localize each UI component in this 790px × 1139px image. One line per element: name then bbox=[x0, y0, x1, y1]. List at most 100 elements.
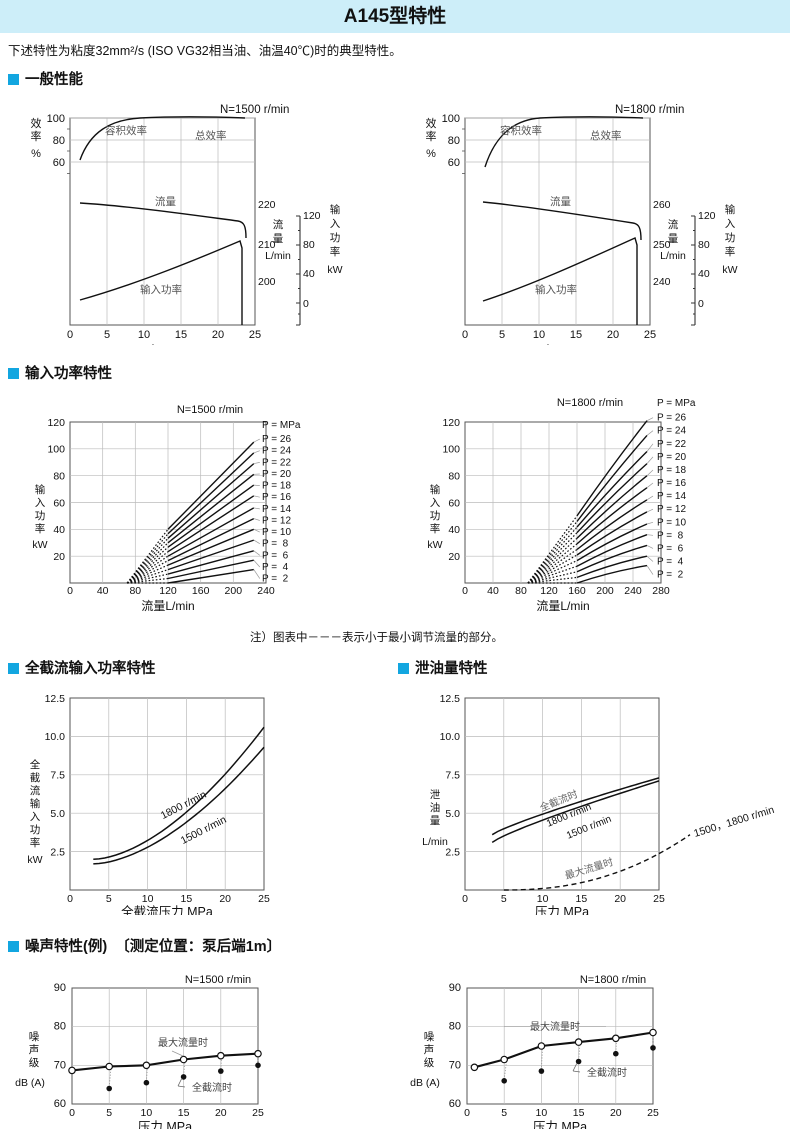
svg-text:功: 功 bbox=[30, 824, 41, 836]
svg-text:P = 20: P = 20 bbox=[657, 452, 686, 463]
svg-text:5.0: 5.0 bbox=[50, 808, 65, 820]
svg-text:N=1800 r/min: N=1800 r/min bbox=[615, 104, 684, 116]
svg-text:25: 25 bbox=[258, 893, 270, 905]
svg-text:P = 6: P = 6 bbox=[262, 550, 289, 561]
svg-text:输: 输 bbox=[430, 483, 441, 496]
svg-text:流量: 流量 bbox=[550, 195, 571, 208]
svg-text:N=1800 r/min: N=1800 r/min bbox=[557, 397, 623, 409]
svg-text:输: 输 bbox=[35, 483, 46, 496]
svg-text:0: 0 bbox=[67, 893, 73, 905]
svg-text:P = 2: P = 2 bbox=[262, 574, 289, 585]
svg-text:率: 率 bbox=[35, 522, 46, 535]
svg-text:100: 100 bbox=[442, 444, 460, 456]
svg-text:1800 r/min: 1800 r/min bbox=[159, 789, 209, 822]
svg-text:流: 流 bbox=[273, 218, 284, 231]
svg-text:P = MPa: P = MPa bbox=[657, 398, 696, 409]
svg-text:25: 25 bbox=[653, 893, 665, 905]
svg-text:率: 率 bbox=[725, 245, 736, 258]
svg-text:率: 率 bbox=[30, 836, 41, 849]
svg-text:率: 率 bbox=[426, 129, 437, 143]
svg-text:80: 80 bbox=[698, 239, 710, 251]
svg-text:P = 24: P = 24 bbox=[262, 446, 291, 457]
svg-text:功: 功 bbox=[725, 232, 736, 244]
svg-text:20: 20 bbox=[215, 1107, 227, 1119]
svg-text:P = 14: P = 14 bbox=[262, 504, 291, 515]
svg-text:20: 20 bbox=[448, 551, 460, 563]
svg-text:20: 20 bbox=[610, 1107, 622, 1119]
svg-text:25: 25 bbox=[249, 329, 261, 341]
svg-text:P = 24: P = 24 bbox=[657, 426, 686, 437]
svg-text:120: 120 bbox=[698, 210, 716, 222]
svg-text:总效率: 总效率 bbox=[590, 129, 622, 142]
svg-text:2.5: 2.5 bbox=[445, 847, 460, 859]
svg-text:输入功率: 输入功率 bbox=[140, 283, 182, 296]
svg-text:80: 80 bbox=[129, 585, 141, 597]
svg-text:输: 输 bbox=[30, 797, 41, 810]
svg-text:P = 26: P = 26 bbox=[262, 434, 291, 445]
svg-text:P = 8: P = 8 bbox=[657, 530, 684, 541]
svg-text:120: 120 bbox=[303, 210, 321, 222]
svg-text:kW: kW bbox=[722, 264, 737, 276]
svg-text:5.0: 5.0 bbox=[445, 808, 460, 820]
svg-text:P = 4: P = 4 bbox=[657, 557, 684, 568]
svg-text:20: 20 bbox=[219, 893, 231, 905]
svg-text:60: 60 bbox=[448, 497, 460, 509]
svg-text:最大流量时: 最大流量时 bbox=[563, 855, 615, 882]
svg-text:15: 15 bbox=[178, 1107, 190, 1119]
svg-text:输入功率: 输入功率 bbox=[535, 283, 577, 296]
svg-text:80: 80 bbox=[448, 135, 460, 147]
svg-text:0: 0 bbox=[69, 1107, 75, 1119]
svg-text:噪: 噪 bbox=[29, 1031, 40, 1043]
svg-text:15: 15 bbox=[175, 329, 187, 341]
svg-text:80: 80 bbox=[53, 471, 65, 483]
svg-text:5: 5 bbox=[106, 893, 112, 905]
svg-text:7.5: 7.5 bbox=[50, 770, 65, 782]
svg-text:0: 0 bbox=[67, 585, 73, 597]
svg-text:全: 全 bbox=[30, 758, 41, 771]
svg-text:200: 200 bbox=[258, 276, 276, 288]
svg-text:15: 15 bbox=[181, 893, 193, 905]
svg-text:kW: kW bbox=[327, 264, 342, 276]
svg-text:40: 40 bbox=[487, 585, 499, 597]
svg-text:120: 120 bbox=[47, 417, 65, 429]
svg-text:80: 80 bbox=[449, 1021, 461, 1033]
svg-text:25: 25 bbox=[252, 1107, 264, 1119]
svg-text:25: 25 bbox=[647, 1107, 659, 1119]
svg-text:入: 入 bbox=[330, 218, 341, 230]
svg-text:80: 80 bbox=[53, 135, 65, 147]
svg-text:90: 90 bbox=[449, 982, 461, 994]
svg-text:油: 油 bbox=[430, 801, 441, 814]
svg-text:P = 16: P = 16 bbox=[657, 478, 686, 489]
svg-text:P = 10: P = 10 bbox=[657, 517, 686, 528]
svg-text:P = 20: P = 20 bbox=[262, 469, 291, 480]
svg-text:入: 入 bbox=[430, 497, 441, 509]
svg-text:120: 120 bbox=[442, 417, 460, 429]
svg-text:0: 0 bbox=[303, 298, 309, 310]
svg-text:10: 10 bbox=[141, 1107, 153, 1119]
svg-text:效: 效 bbox=[31, 116, 42, 130]
svg-text:10: 10 bbox=[138, 329, 150, 341]
svg-text:80: 80 bbox=[448, 471, 460, 483]
svg-text:率: 率 bbox=[330, 245, 341, 258]
svg-text:20: 20 bbox=[607, 329, 619, 341]
svg-text:60: 60 bbox=[53, 497, 65, 509]
svg-text:泄: 泄 bbox=[430, 788, 441, 801]
svg-text:90: 90 bbox=[54, 982, 66, 994]
svg-text:5: 5 bbox=[106, 1107, 112, 1119]
svg-text:P = 14: P = 14 bbox=[657, 491, 686, 502]
svg-text:dB (A): dB (A) bbox=[15, 1077, 45, 1089]
svg-text:%: % bbox=[426, 148, 436, 160]
svg-text:压力 MPa: 压力 MPa bbox=[138, 1120, 192, 1129]
svg-text:0: 0 bbox=[698, 298, 704, 310]
svg-text:2.5: 2.5 bbox=[50, 847, 65, 859]
svg-text:压力 MPa: 压力 MPa bbox=[533, 1120, 587, 1129]
svg-text:200: 200 bbox=[596, 585, 614, 597]
svg-text:5: 5 bbox=[104, 329, 110, 341]
svg-text:100: 100 bbox=[47, 113, 65, 125]
svg-text:10.0: 10.0 bbox=[45, 731, 66, 743]
svg-text:15: 15 bbox=[573, 1107, 585, 1119]
svg-text:最大流量时: 最大流量时 bbox=[530, 1020, 580, 1033]
svg-text:240: 240 bbox=[257, 585, 275, 597]
svg-text:60: 60 bbox=[54, 1098, 66, 1110]
svg-text:1500，1800 r/min: 1500，1800 r/min bbox=[692, 804, 775, 840]
